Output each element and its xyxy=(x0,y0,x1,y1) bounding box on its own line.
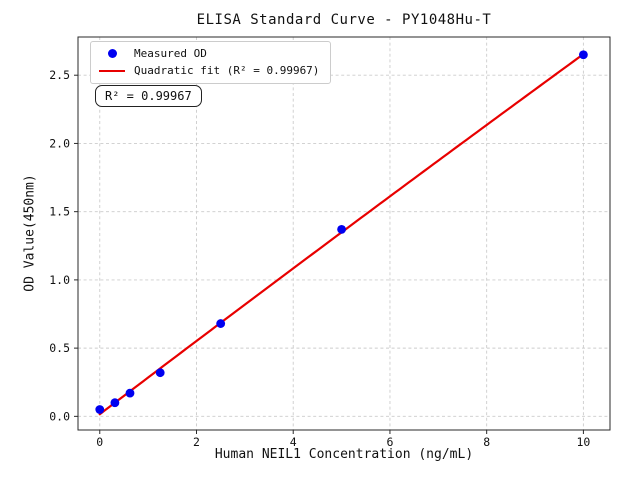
y-tick-label: 2.5 xyxy=(49,68,70,82)
legend-swatch xyxy=(99,49,125,58)
data-point xyxy=(579,50,588,60)
data-point xyxy=(337,225,346,234)
legend-item-measured-od: Measured OD xyxy=(99,47,319,60)
data-point xyxy=(110,398,120,408)
data-point xyxy=(216,319,226,328)
gridlines xyxy=(78,37,610,430)
data-point xyxy=(155,368,165,378)
axis-ticks: 0 2 4 6 8 10 0.0 0.5 1.0 1.5 2.0 2.5 xyxy=(49,68,590,449)
x-tick-label: 6 xyxy=(386,435,393,449)
x-tick-label: 4 xyxy=(290,435,297,449)
legend: Measured OD Quadratic fit (R² = 0.99967) xyxy=(90,41,332,84)
plot-border xyxy=(77,36,611,431)
scatter-points xyxy=(95,50,588,414)
legend-label-quadratic-fit: Quadratic fit (R² = 0.99967) xyxy=(134,64,320,77)
x-axis-label: Human NEIL1 Concentration (ng/mL) xyxy=(214,447,474,462)
chart-title: ELISA Standard Curve - PY1048Hu-T xyxy=(196,12,492,28)
x-tick-label: 8 xyxy=(483,435,490,449)
data-point xyxy=(125,388,135,398)
r-squared-annotation: R² = 0.99967 xyxy=(95,85,202,107)
line-marker-icon xyxy=(99,69,125,72)
y-tick-label: 1.0 xyxy=(49,273,70,287)
y-tick-label: 1.5 xyxy=(49,205,70,219)
y-tick-label: 0.5 xyxy=(49,341,70,355)
x-tick-label: 2 xyxy=(193,435,200,449)
y-axis-label: OD Value(450nm) xyxy=(22,174,38,292)
x-tick-label: 0 xyxy=(96,435,103,449)
legend-label-measured-od: Measured OD xyxy=(134,47,207,60)
data-point xyxy=(95,405,105,414)
quadratic-fit-line xyxy=(98,53,585,416)
y-tick-label: 2.0 xyxy=(49,136,70,150)
x-tick-label: 10 xyxy=(576,435,590,449)
scatter-marker-icon xyxy=(107,49,117,58)
y-tick-label: 0.0 xyxy=(49,409,70,423)
legend-item-quadratic-fit: Quadratic fit (R² = 0.99967) xyxy=(99,64,319,77)
